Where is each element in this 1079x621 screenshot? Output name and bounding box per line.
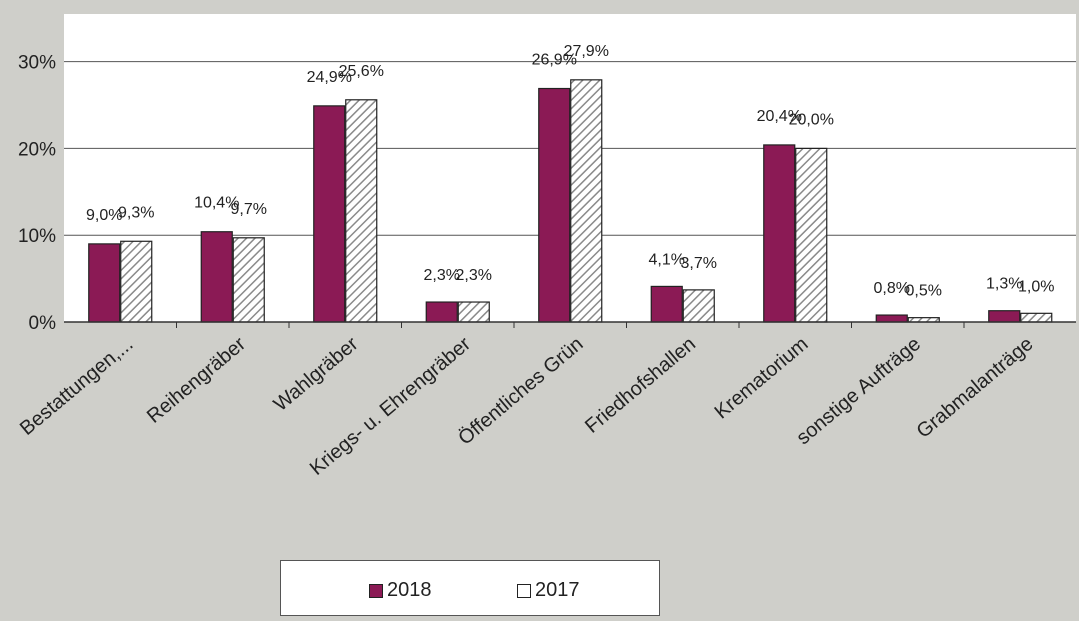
data-label-2017-5: 3,7%: [681, 255, 717, 272]
bar-2017-4: [570, 79, 603, 323]
x-tick-label: Friedhofshallen: [581, 333, 700, 438]
x-tick-label: Bestattungen,...: [16, 333, 137, 440]
data-label-2017-3: 2,3%: [456, 267, 492, 284]
bar-2018-1: [200, 231, 233, 323]
data-label-2017-8: 1,0%: [1018, 278, 1054, 295]
bar-2017-3: [457, 301, 490, 323]
legend: 2018 2017: [280, 560, 660, 616]
data-label-2017-6: 20,0%: [789, 111, 834, 128]
legend-label-2017: 2017: [535, 579, 580, 601]
bar-2018-7: [875, 314, 908, 323]
y-tick-label: 20%: [18, 139, 56, 160]
bar-2018-3: [425, 301, 458, 323]
data-label-2018-6: 20,4%: [757, 108, 802, 125]
bar-2018-5: [650, 285, 683, 323]
data-label-2017-1: 9,7%: [231, 201, 267, 218]
bar-2018-6: [763, 144, 796, 323]
data-label-2018-8: 1,3%: [986, 276, 1022, 293]
bar-2018-4: [538, 87, 571, 323]
data-label-2018-1: 10,4%: [194, 195, 239, 212]
data-label-2018-5: 4,1%: [649, 251, 685, 268]
data-label-2017-2: 25,6%: [339, 63, 384, 80]
x-tick-label: Grabmalanträge: [913, 333, 1038, 443]
data-label-2018-7: 0,8%: [874, 280, 910, 297]
data-label-2018-4: 26,9%: [532, 52, 577, 69]
y-tick-label: 0%: [29, 313, 57, 334]
data-label-2017-7: 0,5%: [906, 283, 942, 300]
data-label-2017-0: 9,3%: [118, 204, 154, 221]
bar-2017-8: [1020, 312, 1053, 323]
bar-2017-0: [120, 240, 153, 323]
y-tick-label: 10%: [18, 226, 56, 247]
x-tick-label: sonstige Aufträge: [792, 333, 925, 449]
x-tick-label: Reihengräber: [143, 333, 250, 428]
legend-swatch-2018: [369, 583, 383, 598]
legend-item-2017: 2017: [517, 579, 580, 602]
x-tick-label: Öffentliches Grün: [454, 333, 587, 450]
data-label-2018-0: 9,0%: [86, 207, 122, 224]
legend-item-2018: 2018: [369, 579, 432, 602]
bar-2017-5: [682, 289, 715, 323]
bar-2018-2: [313, 105, 346, 323]
data-label-2017-4: 27,9%: [564, 43, 609, 60]
bar-2018-0: [88, 243, 121, 323]
data-label-2018-2: 24,9%: [307, 69, 352, 86]
y-tick-label: 30%: [18, 53, 56, 74]
legend-swatch-2017: [517, 583, 531, 598]
bar-2017-1: [232, 237, 265, 323]
x-tick-label: Wahlgräber: [270, 333, 363, 416]
legend-label-2018: 2018: [387, 579, 432, 601]
bar-2018-8: [988, 310, 1021, 323]
x-tick-label: Krematorium: [711, 333, 813, 423]
data-label-2018-3: 2,3%: [424, 267, 460, 284]
bar-2017-2: [345, 99, 378, 323]
bar-2017-6: [795, 147, 828, 323]
